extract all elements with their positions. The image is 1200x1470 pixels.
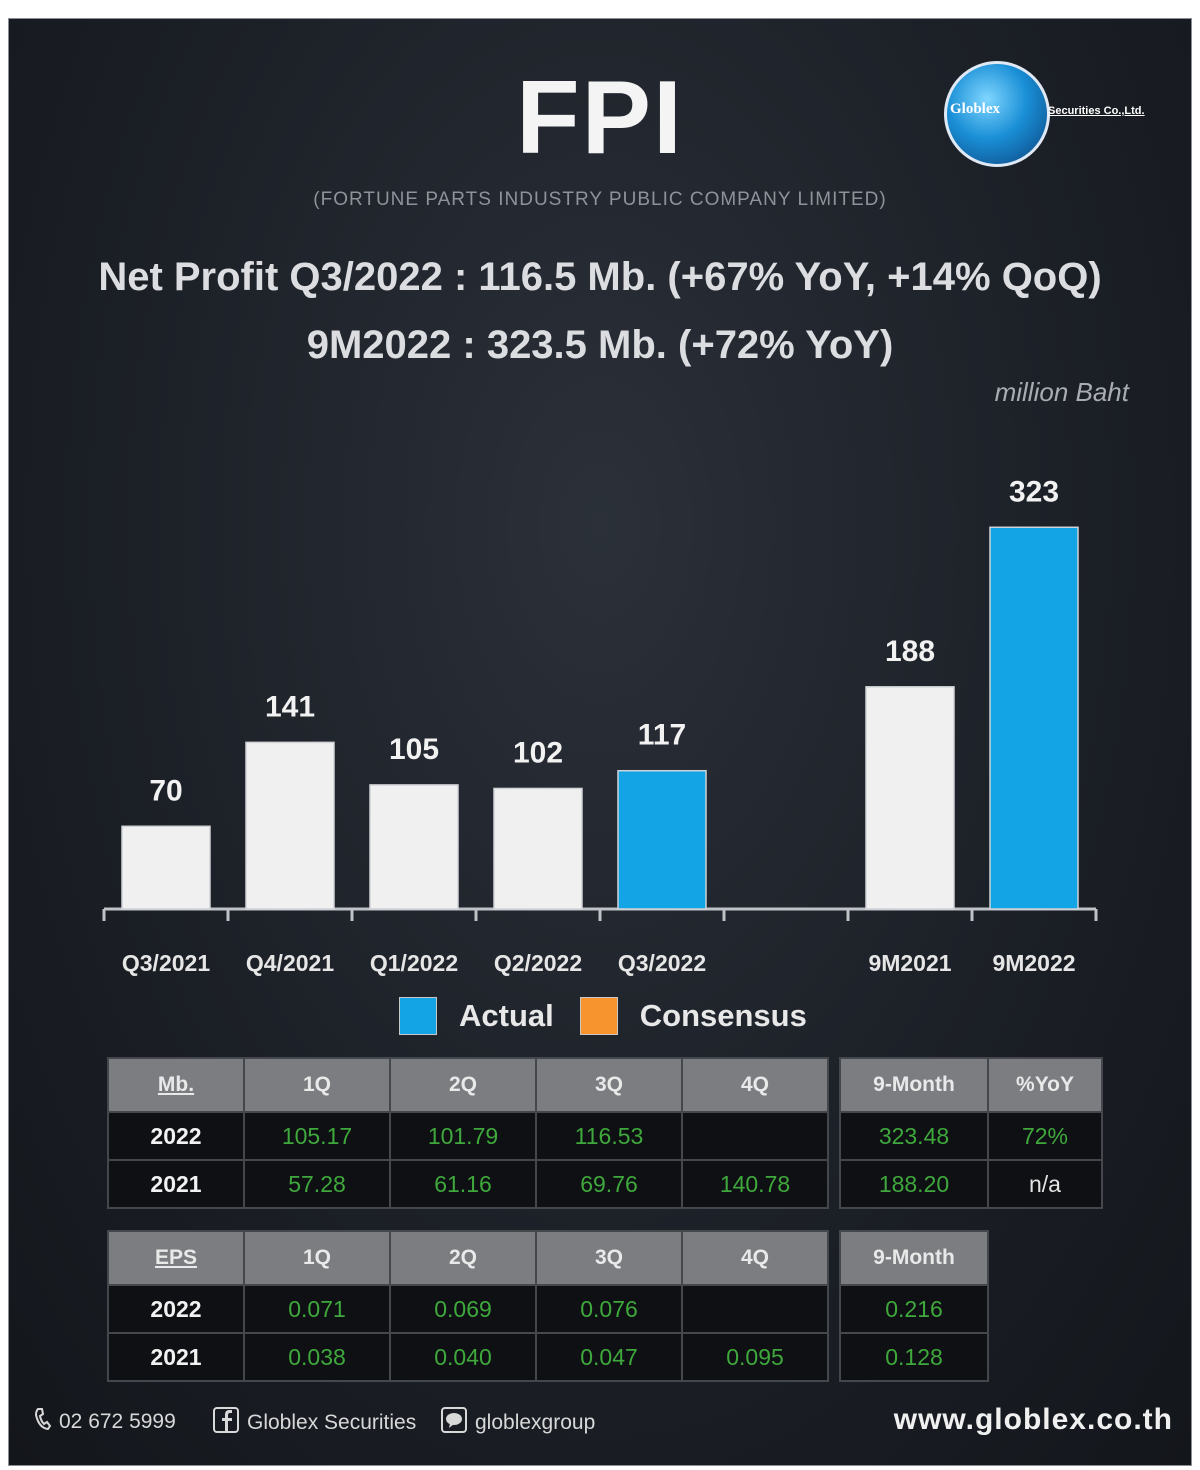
page-title: FPI xyxy=(516,60,684,176)
table-cell xyxy=(681,1111,829,1161)
bar-value-label: 105 xyxy=(389,733,439,766)
x-tick-label: 9M2022 xyxy=(992,950,1075,976)
table-cell: 0.076 xyxy=(535,1284,683,1334)
bar xyxy=(989,526,1079,910)
bar xyxy=(493,787,583,910)
footer-line[interactable]: globlexgroup xyxy=(441,1407,595,1439)
column-header: 4Q xyxy=(681,1057,829,1113)
phone-number: 02 672 5999 xyxy=(59,1410,176,1433)
legend-label-consensus: Consensus xyxy=(639,998,807,1033)
table-corner-label: EPS xyxy=(107,1230,245,1286)
table-row: 2021 0.038 0.040 0.047 0.095 xyxy=(107,1332,829,1382)
unit-label: million Baht xyxy=(994,377,1129,407)
bar-value-label: 141 xyxy=(265,690,315,723)
column-header: 2Q xyxy=(389,1230,537,1286)
facebook-icon xyxy=(213,1407,239,1439)
bar-value-label: 102 xyxy=(513,736,563,769)
table-cell: 116.53 xyxy=(535,1111,683,1161)
table-cell: 0.216 xyxy=(839,1284,989,1334)
table-cell: n/a xyxy=(987,1159,1103,1209)
globlex-logo: Globlex Securities Co.,Ltd. xyxy=(944,61,1164,167)
table-row: 2022 105.17 101.79 116.53 xyxy=(107,1111,829,1161)
footer-phone[interactable]: 02 672 5999 xyxy=(33,1407,176,1437)
table-cell: 0.038 xyxy=(243,1332,391,1382)
table-row: 0.128 xyxy=(839,1332,989,1382)
row-year: 2022 xyxy=(107,1111,245,1161)
bar-value-label: 323 xyxy=(1009,475,1059,508)
table-cell: 0.047 xyxy=(535,1332,683,1382)
row-year: 2021 xyxy=(107,1332,245,1382)
line-id: globlexgroup xyxy=(475,1411,596,1434)
column-header: 1Q xyxy=(243,1057,391,1113)
bar-value-label: 70 xyxy=(149,774,182,807)
headline-9m: 9M2022 : 323.5 Mb. (+72% YoY) xyxy=(306,323,894,367)
net-profit-bar-chart: 70 Q3/2021 141 Q4/2021 105 Q1/2022 102 Q2/2022 1… xyxy=(102,475,1098,976)
row-year: 2021 xyxy=(107,1159,245,1209)
column-header: 2Q xyxy=(389,1057,537,1113)
net-profit-table: Mb. 1Q 2Q 3Q 4Q 2022 105.17 101.79 116.5… xyxy=(107,1057,829,1209)
bar xyxy=(617,769,707,910)
eps-summary-table: 9-Month 0.216 0.128 xyxy=(839,1230,989,1382)
table-cell: 0.095 xyxy=(681,1332,829,1382)
chart-legend: Actual Consensus xyxy=(399,994,833,1038)
bar xyxy=(245,741,335,910)
column-header: 3Q xyxy=(535,1230,683,1286)
bar-value-label: 188 xyxy=(885,635,935,668)
table-cell: 61.16 xyxy=(389,1159,537,1209)
company-name: (FORTUNE PARTS INDUSTRY PUBLIC COMPANY L… xyxy=(313,189,887,210)
table-cell: 0.069 xyxy=(389,1284,537,1334)
facebook-name: Globlex Securities xyxy=(247,1411,417,1434)
logo-tagline: Securities Co.,Ltd. xyxy=(1048,105,1145,117)
bar-value-label: 117 xyxy=(638,719,686,752)
table-cell: 72% xyxy=(987,1111,1103,1161)
column-header: 1Q xyxy=(243,1230,391,1286)
table-row: 323.48 72% xyxy=(839,1111,1103,1161)
legend-swatch-actual xyxy=(399,997,437,1035)
eps-table: EPS 1Q 2Q 3Q 4Q 2022 0.071 0.069 0.076 2… xyxy=(107,1230,829,1382)
table-row: 0.216 xyxy=(839,1284,989,1334)
bar xyxy=(865,686,955,910)
table-cell: 323.48 xyxy=(839,1111,989,1161)
infographic-card: FPI (FORTUNE PARTS INDUSTRY PUBLIC COMPA… xyxy=(8,18,1192,1466)
logo-text: Globlex xyxy=(950,101,1001,117)
table-row: 2021 57.28 61.16 69.76 140.78 xyxy=(107,1159,829,1209)
bar xyxy=(121,825,211,910)
legend-swatch-consensus xyxy=(579,997,618,1035)
column-header: 3Q xyxy=(535,1057,683,1113)
legend-label-actual: Actual xyxy=(459,998,554,1033)
table-cell: 105.17 xyxy=(243,1111,391,1161)
table-row: 2022 0.071 0.069 0.076 xyxy=(107,1284,829,1334)
table-cell: 0.128 xyxy=(839,1332,989,1382)
table-cell: 0.040 xyxy=(389,1332,537,1382)
table-corner-label: Mb. xyxy=(107,1057,245,1113)
x-tick-label: Q2/2022 xyxy=(494,950,582,976)
table-cell: 188.20 xyxy=(839,1159,989,1209)
x-tick-label: Q1/2022 xyxy=(370,950,458,976)
column-header: 9-Month xyxy=(839,1057,989,1113)
x-tick-label: Q3/2022 xyxy=(618,950,706,976)
table-cell: 0.071 xyxy=(243,1284,391,1334)
column-header: %YoY xyxy=(987,1057,1103,1113)
footer: 02 672 5999 Globlex Securities globlexgr… xyxy=(33,1403,1173,1443)
row-year: 2022 xyxy=(107,1284,245,1334)
column-header: 9-Month xyxy=(839,1230,989,1286)
line-chat-icon xyxy=(441,1407,467,1439)
x-tick-label: Q4/2021 xyxy=(246,950,334,976)
headline-q3: Net Profit Q3/2022 : 116.5 Mb. (+67% YoY… xyxy=(98,255,1102,299)
footer-facebook[interactable]: Globlex Securities xyxy=(213,1407,416,1439)
table-cell: 101.79 xyxy=(389,1111,537,1161)
table-cell xyxy=(681,1284,829,1334)
website-link[interactable]: www.globlex.co.th xyxy=(893,1403,1173,1436)
net-profit-summary-table: 9-Month %YoY 323.48 72% 188.20 n/a xyxy=(839,1057,1103,1209)
table-cell: 69.76 xyxy=(535,1159,683,1209)
table-row: 188.20 n/a xyxy=(839,1159,1103,1209)
table-cell: 57.28 xyxy=(243,1159,391,1209)
x-tick-label: 9M2021 xyxy=(868,950,951,976)
x-tick-label: Q3/2021 xyxy=(122,950,210,976)
bar xyxy=(369,784,459,910)
column-header: 4Q xyxy=(681,1230,829,1286)
table-cell: 140.78 xyxy=(681,1159,829,1209)
phone-icon xyxy=(33,1407,52,1437)
logo-globe-icon xyxy=(944,61,1050,167)
